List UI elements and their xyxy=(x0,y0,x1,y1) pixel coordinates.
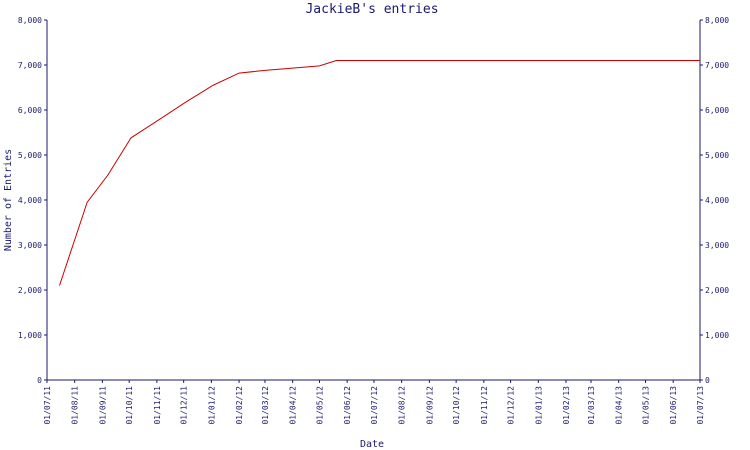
y-ticks-left: 0 1,000 2,000 3,000 4,000 5,000 6,000 7,000 8,00… xyxy=(18,16,47,385)
x-tick-label: 01/08/11 xyxy=(71,386,80,425)
y-tick-label-right: 2,000 xyxy=(705,286,729,295)
series-line-0 xyxy=(59,60,700,286)
x-tick-label: 01/03/12 xyxy=(261,386,270,425)
x-axis-title: Date xyxy=(360,439,384,450)
axes xyxy=(46,20,701,381)
y-tick-label-left: 2,000 xyxy=(18,286,42,295)
x-tick-label: 01/09/11 xyxy=(98,386,107,425)
x-tick-label: 01/02/12 xyxy=(235,386,244,425)
x-tick-label: 01/05/13 xyxy=(642,386,651,425)
x-tick-label: 01/06/12 xyxy=(343,386,352,425)
x-tick-label: 01/01/12 xyxy=(207,386,216,425)
y-tick-label-left: 3,000 xyxy=(18,241,42,250)
y-tick-label-left: 1,000 xyxy=(18,331,42,340)
y-tick-label-left: 5,000 xyxy=(18,151,42,160)
y-tick-label-right: 1,000 xyxy=(705,331,729,340)
y-tick-label-left: 4,000 xyxy=(18,196,42,205)
x-tick-label: 01/06/13 xyxy=(669,386,678,425)
y-tick-label-right: 6,000 xyxy=(705,106,729,115)
x-tick-label: 01/08/12 xyxy=(398,386,407,425)
x-tick-label: 01/02/13 xyxy=(562,386,571,425)
x-tick-label: 01/04/13 xyxy=(615,386,624,425)
x-tick-label: 01/07/13 xyxy=(696,386,705,425)
x-tick-label: 01/10/11 xyxy=(125,386,134,425)
x-tick-label: 01/11/11 xyxy=(153,386,162,425)
x-tick-label: 01/12/12 xyxy=(507,386,516,425)
y-tick-label-left: 8,000 xyxy=(18,16,42,25)
x-ticks: 01/07/11 01/08/11 01/09/11 01/10/11 01/11/11… xyxy=(43,380,705,425)
x-tick-label: 01/10/12 xyxy=(452,386,461,425)
x-tick-label: 01/01/13 xyxy=(534,386,543,425)
y-tick-label-right: 5,000 xyxy=(705,151,729,160)
y-ticks-right: 0 1,000 2,000 3,000 4,000 5,000 6,000 7,000 8,00… xyxy=(700,16,729,385)
x-tick-label: 01/09/12 xyxy=(425,386,434,425)
y-tick-label-right: 8,000 xyxy=(705,16,729,25)
x-tick-label: 01/04/12 xyxy=(289,386,298,425)
series-layer xyxy=(59,60,700,286)
y-tick-label-right: 4,000 xyxy=(705,196,729,205)
x-tick-label: 01/05/12 xyxy=(315,386,324,425)
x-tick-label: 01/07/12 xyxy=(370,386,379,425)
y-tick-label-left: 0 xyxy=(37,376,42,385)
y-axis-title: Number of Entries xyxy=(3,149,14,251)
y-tick-label-right: 7,000 xyxy=(705,61,729,70)
x-tick-label: 01/11/12 xyxy=(480,386,489,425)
y-tick-label-right: 0 xyxy=(705,376,710,385)
chart-title: JackieB's entries xyxy=(305,2,438,17)
x-tick-label: 01/07/11 xyxy=(43,386,52,425)
x-tick-label: 01/12/11 xyxy=(180,386,189,425)
y-tick-label-right: 3,000 xyxy=(705,241,729,250)
x-tick-label: 01/03/13 xyxy=(587,386,596,425)
y-tick-label-left: 7,000 xyxy=(18,61,42,70)
y-tick-label-left: 6,000 xyxy=(18,106,42,115)
